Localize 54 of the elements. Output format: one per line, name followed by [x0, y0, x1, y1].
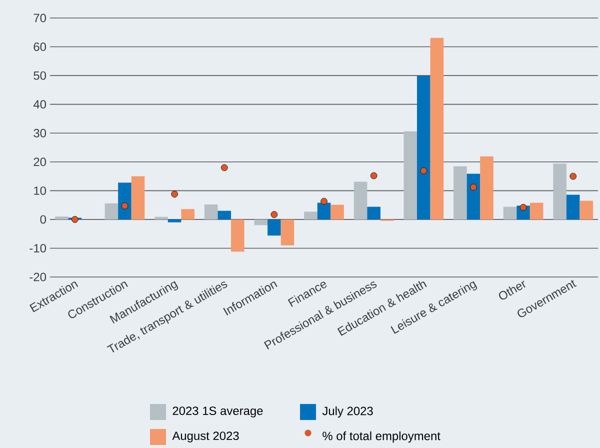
- point: [520, 204, 527, 211]
- bar: [480, 156, 494, 220]
- bar: [280, 219, 294, 246]
- point: [220, 164, 228, 172]
- bar: [54, 216, 68, 220]
- point: [270, 211, 278, 218]
- bar: [154, 216, 168, 220]
- bar: [204, 204, 218, 220]
- bar: [231, 219, 244, 252]
- bar: [118, 182, 132, 220]
- bar: [466, 174, 480, 220]
- bar: [416, 76, 430, 220]
- y-tick-label: -10: [30, 244, 46, 252]
- point: [320, 198, 328, 205]
- bar: [104, 203, 118, 220]
- bar: [530, 202, 544, 220]
- bar: [454, 166, 467, 220]
- bar: [553, 164, 566, 220]
- bar: [268, 219, 281, 236]
- y-tick-label: 40: [33, 100, 46, 109]
- point: [420, 167, 428, 174]
- bar: [354, 182, 368, 220]
- legend-label: % of total employment: [322, 431, 440, 443]
- point: [370, 172, 378, 180]
- y-tick-label: 0: [40, 215, 46, 224]
- point: [72, 216, 78, 223]
- y-tick-label: 60: [34, 42, 46, 52]
- bar: [131, 176, 145, 220]
- bar: [304, 212, 318, 220]
- point: [171, 190, 178, 198]
- legend-label: July 2023: [322, 406, 373, 418]
- y-tick-label: 20: [34, 158, 46, 166]
- bar: [367, 206, 380, 220]
- point: [570, 172, 576, 180]
- bar: [404, 131, 417, 220]
- bar: [503, 206, 517, 220]
- y-tick-label: 30: [34, 128, 46, 138]
- y-tick-label: 50: [34, 71, 46, 80]
- bar: [430, 38, 444, 220]
- bar: [218, 210, 232, 220]
- bar: [330, 204, 344, 220]
- bar: [168, 219, 182, 222]
- y-tick-label: 70: [34, 14, 46, 22]
- bar: [580, 200, 594, 220]
- legend-label: August 2023: [172, 432, 239, 442]
- y-tick-label: 10: [34, 186, 46, 195]
- bar: [254, 219, 268, 226]
- bar: [317, 202, 331, 220]
- point: [470, 184, 477, 191]
- bar: [566, 194, 580, 220]
- y-tick-label: -20: [30, 272, 46, 282]
- bar: [181, 209, 194, 220]
- legend-label: 2023 1S average: [172, 406, 263, 418]
- point: [121, 202, 128, 210]
